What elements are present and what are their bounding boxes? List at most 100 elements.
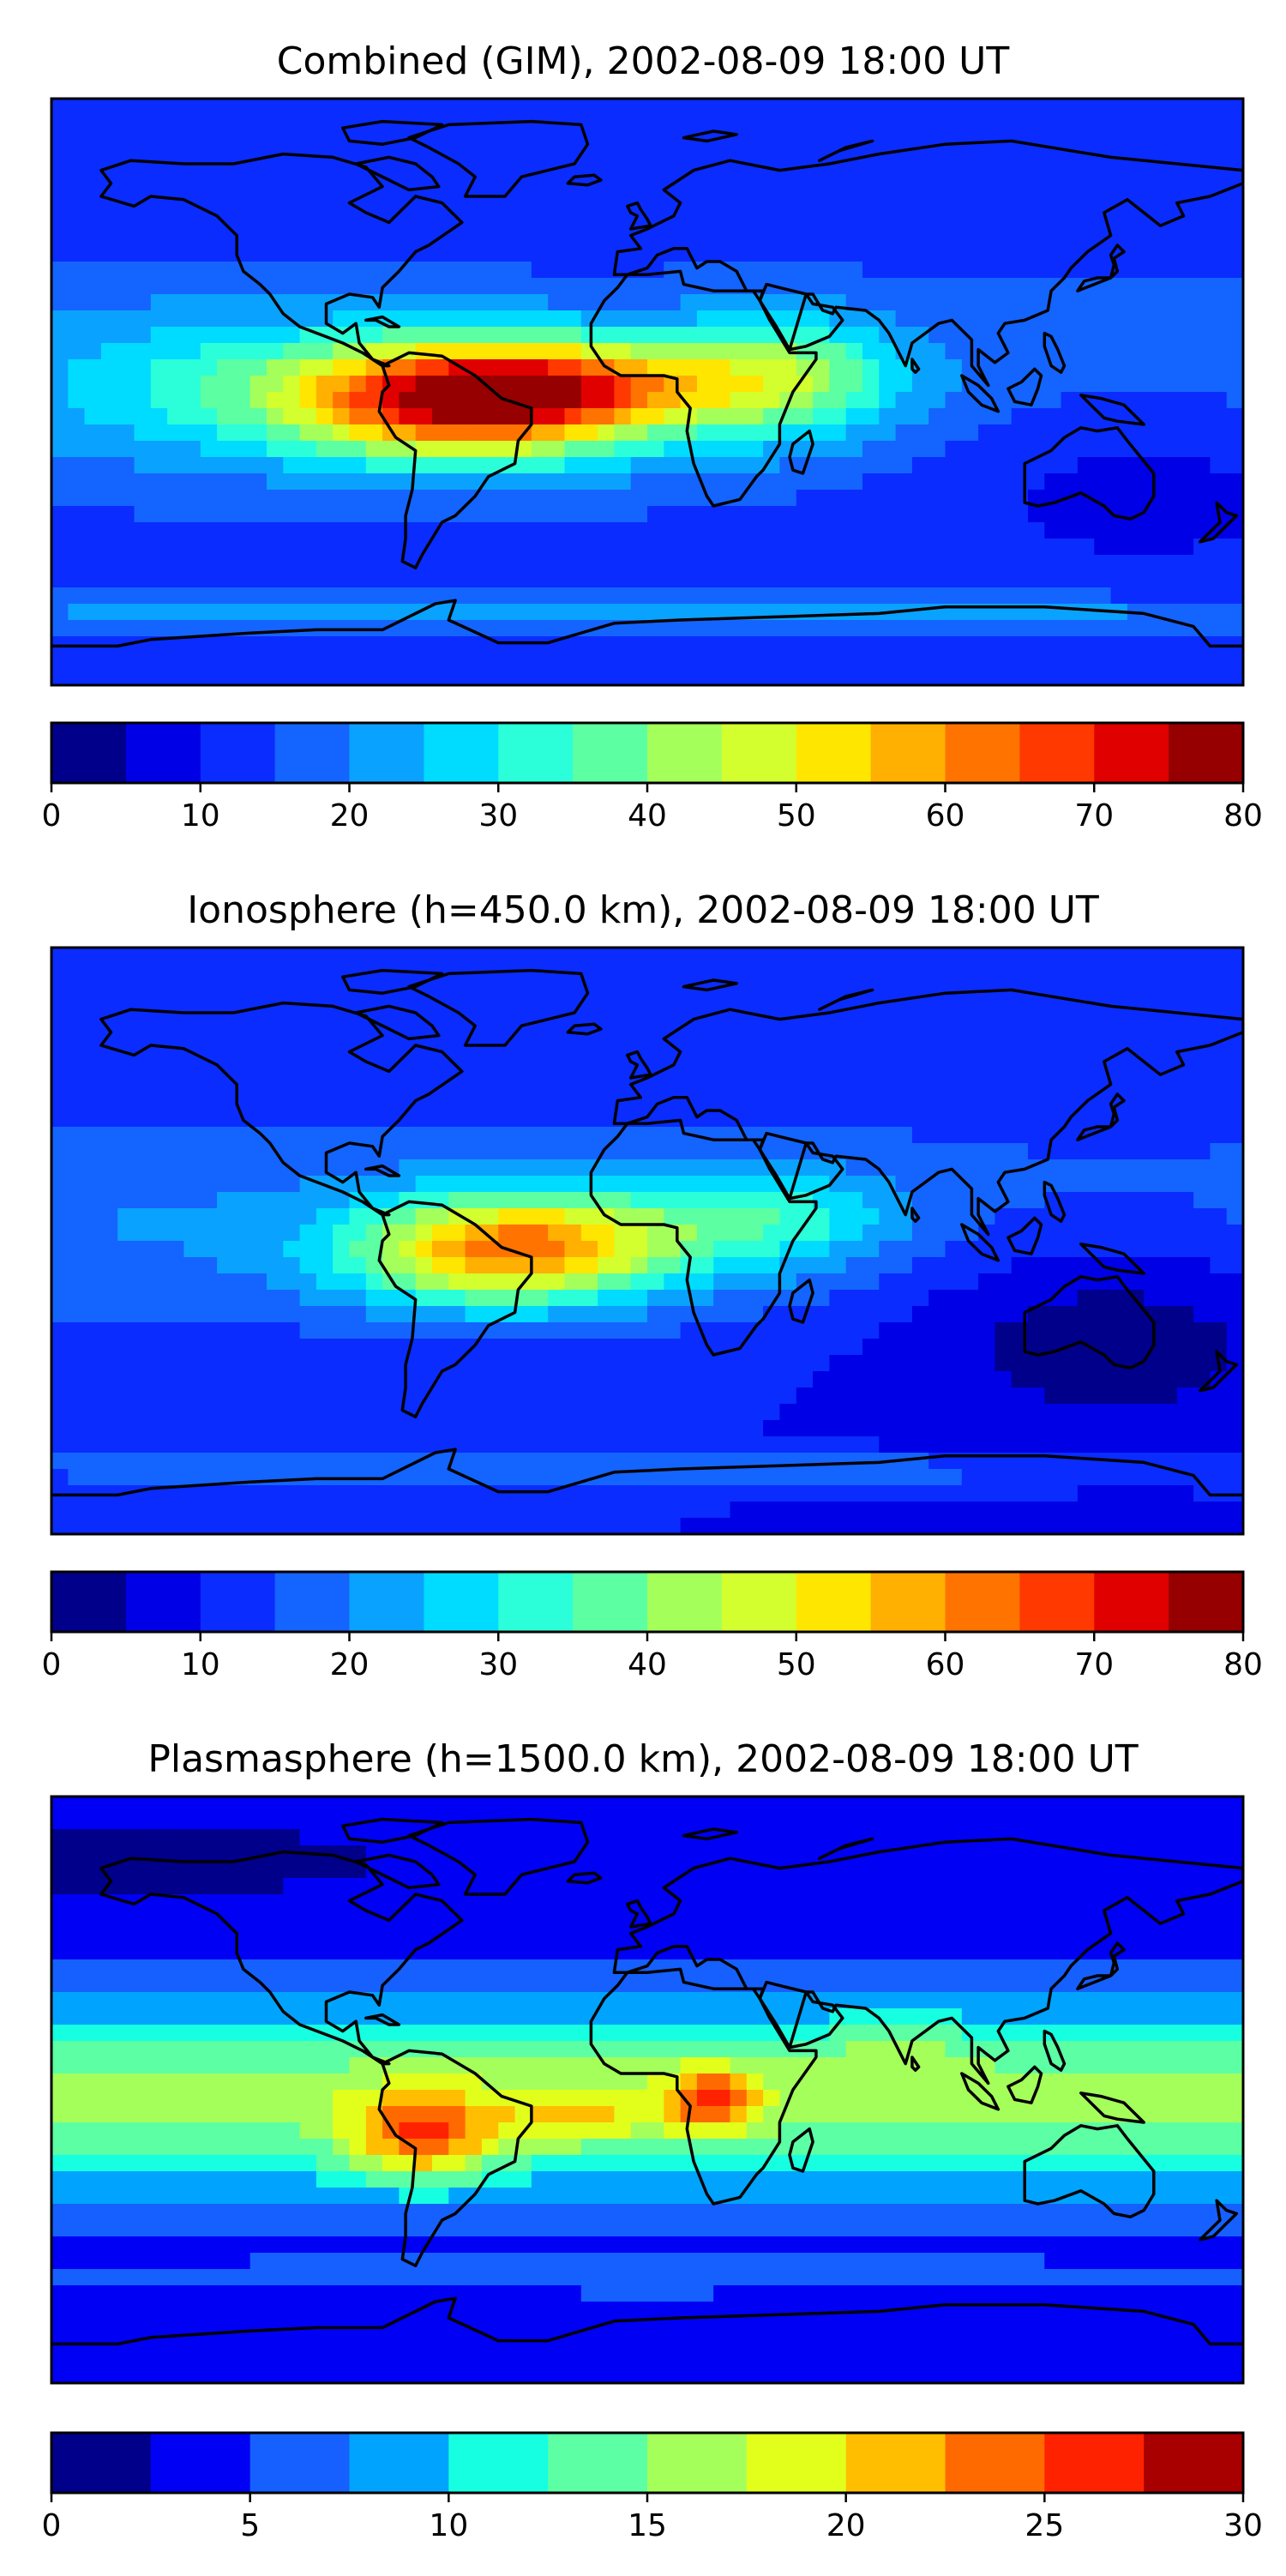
field-cell: [763, 392, 780, 409]
field-cell: [896, 457, 913, 474]
field-cell: [548, 1371, 565, 1388]
field-cell: [350, 392, 367, 409]
field-cell: [912, 587, 929, 605]
field-cell: [217, 506, 234, 523]
field-cell: [647, 294, 664, 311]
field-cell: [1144, 229, 1161, 246]
field-cell: [1127, 1387, 1145, 1405]
field-cell: [51, 262, 69, 279]
field-cell: [333, 1453, 350, 1470]
field-cell: [117, 164, 135, 181]
field-cell: [879, 1078, 896, 1095]
field-cell: [962, 115, 979, 132]
field-cell: [267, 636, 284, 653]
field-cell: [928, 392, 946, 409]
field-cell: [135, 131, 152, 148]
field-cell: [68, 343, 85, 360]
field-cell: [565, 1453, 582, 1470]
field-cell: [68, 424, 85, 442]
field-cell: [647, 1176, 664, 1193]
field-cell: [532, 1045, 549, 1062]
field-cell: [1144, 359, 1161, 376]
field-cell: [68, 473, 85, 491]
field-cell: [763, 1257, 780, 1274]
field-cell: [896, 1143, 913, 1160]
field-cell: [300, 1110, 317, 1128]
field-cell: [1210, 424, 1227, 442]
field-cell: [117, 587, 135, 605]
field-cell: [763, 343, 780, 360]
field-cell: [697, 1176, 714, 1193]
field-cell: [515, 229, 532, 246]
field-cell: [565, 1208, 582, 1225]
field-cell: [333, 1339, 350, 1356]
field-cell: [664, 522, 681, 539]
field-cell: [813, 278, 830, 295]
field-cell: [928, 229, 946, 246]
field-cell: [647, 376, 664, 393]
field-cell: [664, 327, 681, 344]
field-cell: [1078, 1387, 1095, 1405]
field-cell: [1227, 213, 1244, 230]
field-cell: [316, 115, 334, 132]
field-cell: [283, 948, 300, 965]
field-cell: [581, 522, 598, 539]
field-cell: [1012, 980, 1029, 997]
field-cell: [962, 131, 979, 148]
field-cell: [763, 262, 780, 279]
field-cell: [217, 180, 234, 197]
field-cell: [598, 392, 615, 409]
field-cell: [233, 1290, 250, 1307]
field-cell: [85, 669, 102, 686]
field-cell: [300, 1013, 317, 1030]
field-cell: [250, 1322, 267, 1339]
field-cell: [548, 1127, 565, 1144]
field-cell: [1044, 522, 1061, 539]
field-cell: [581, 294, 598, 311]
field-cell: [101, 1322, 118, 1339]
field-cell: [1127, 522, 1145, 539]
field-cell: [598, 1045, 615, 1062]
field-cell: [350, 506, 367, 523]
field-cell: [1127, 1013, 1145, 1030]
field-cell: [747, 229, 764, 246]
field-cell: [167, 229, 184, 246]
field-cell: [416, 522, 433, 539]
field-cell: [697, 587, 714, 605]
field-cell: [532, 1371, 549, 1388]
field-cell: [366, 1078, 383, 1095]
field-cell: [217, 424, 234, 442]
field-cell: [448, 1404, 466, 1421]
field-cell: [747, 1192, 764, 1209]
field-cell: [862, 490, 880, 507]
field-cell: [1078, 1176, 1095, 1193]
field-cell: [697, 669, 714, 686]
field-cell: [1111, 1339, 1128, 1356]
field-cell: [448, 555, 466, 572]
field-cell: [713, 376, 730, 393]
field-cell: [68, 1029, 85, 1046]
field-cell: [482, 555, 499, 572]
field-cell: [763, 1192, 780, 1209]
field-cell: [1078, 948, 1095, 965]
field-cell: [316, 1078, 334, 1095]
field-cell: [846, 1094, 863, 1111]
field-cell: [498, 1062, 515, 1079]
field-cell: [300, 164, 317, 181]
field-cell: [1111, 636, 1128, 653]
field-cell: [962, 964, 979, 981]
field-cell: [233, 1306, 250, 1323]
field-cell: [928, 490, 946, 507]
field-cell: [565, 490, 582, 507]
field-cell: [829, 196, 846, 214]
field-cell: [482, 669, 499, 686]
field-cell: [101, 310, 118, 328]
field-cell: [846, 1241, 863, 1258]
field-cell: [1012, 441, 1029, 458]
field-cell: [85, 653, 102, 670]
field-cell: [366, 1225, 383, 1242]
field-cell: [896, 587, 913, 605]
field-cell: [1210, 99, 1227, 116]
field-cell: [1061, 948, 1079, 965]
field-cell: [565, 1192, 582, 1209]
